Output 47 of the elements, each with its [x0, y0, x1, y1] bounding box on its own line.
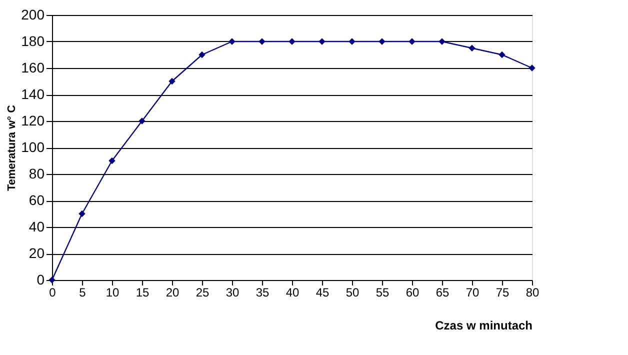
point: [438, 38, 446, 45]
y-tick-label: 200: [21, 6, 45, 22]
y-tick-label: 180: [21, 33, 45, 49]
y-tick-label: 160: [21, 60, 45, 76]
y-tick-label: 140: [21, 86, 45, 102]
x-tick-label: 30: [226, 286, 240, 300]
x-tick-label: 0: [49, 286, 56, 300]
y-tick-label: 40: [28, 218, 45, 234]
y-tick-label: 60: [28, 192, 45, 208]
x-tick-label: 80: [526, 286, 540, 300]
x-tick-label: 35: [256, 286, 270, 300]
point: [48, 276, 56, 284]
point: [468, 44, 476, 52]
x-tick-label: 65: [436, 286, 450, 300]
x-axis-title: Czas w minutach: [435, 318, 532, 332]
x-tick-label: 75: [496, 286, 510, 300]
point: [168, 78, 176, 85]
y-tick-label: 80: [28, 166, 45, 182]
x-tick-label: 50: [346, 286, 360, 300]
point: [258, 38, 266, 45]
x-tick-label: 5: [79, 286, 86, 300]
point: [228, 38, 236, 45]
point: [78, 210, 86, 218]
x-tick-label: 70: [466, 286, 480, 300]
point: [198, 51, 206, 58]
y-tick-label: 120: [21, 112, 45, 128]
point: [348, 38, 356, 45]
x-tick-label: 40: [286, 286, 300, 300]
point: [318, 38, 326, 45]
x-tick-label: 60: [406, 286, 420, 300]
x-tick-label: 10: [106, 286, 120, 300]
point: [378, 38, 386, 45]
point: [498, 51, 506, 58]
point: [408, 38, 416, 45]
point: [528, 64, 536, 72]
x-tick-label: 45: [316, 286, 330, 300]
x-tick-label: 15: [136, 286, 150, 300]
point: [108, 157, 116, 164]
point: [138, 118, 146, 124]
x-tick-label: 55: [376, 286, 390, 300]
y-tick-label: 20: [28, 245, 45, 261]
point: [288, 38, 296, 45]
y-tick-label: 0: [36, 272, 45, 288]
y-tick-label: 100: [21, 139, 45, 155]
x-tick-label: 20: [166, 286, 180, 300]
y-axis-title: Temeratura w° C: [6, 104, 18, 192]
x-tick-label: 25: [196, 286, 210, 300]
